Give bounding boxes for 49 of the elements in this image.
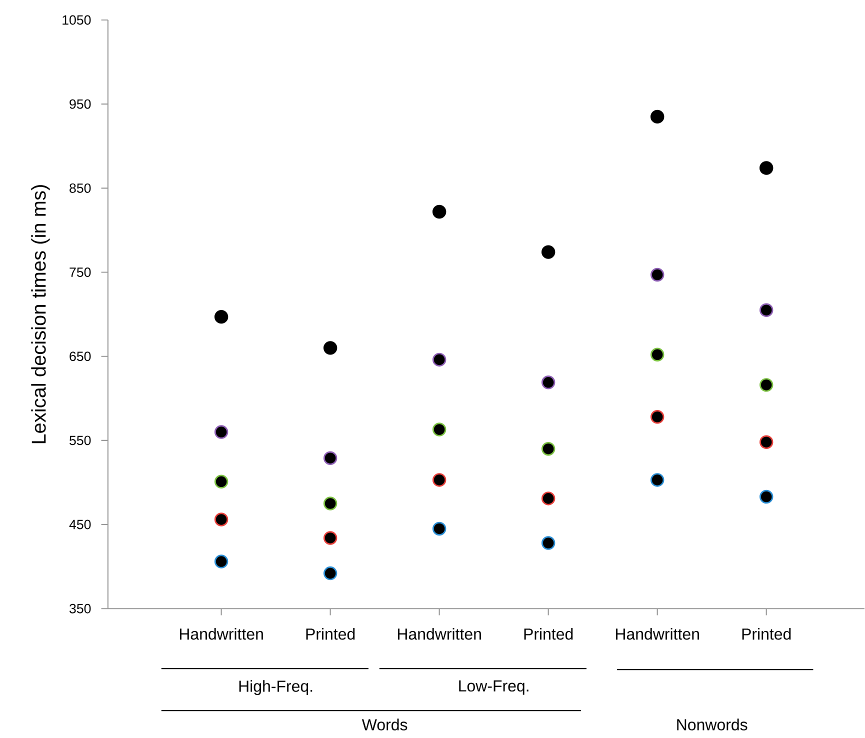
point bbox=[323, 496, 338, 511]
point bbox=[650, 268, 664, 282]
point bbox=[323, 341, 338, 356]
point bbox=[650, 348, 664, 362]
text: High-Freq. bbox=[239, 680, 312, 696]
y-tick-label: 850 bbox=[70, 184, 91, 194]
point bbox=[759, 378, 774, 392]
y-tick-label: 450 bbox=[69, 520, 91, 530]
point bbox=[214, 310, 228, 324]
text: Nonwords bbox=[677, 718, 748, 731]
text: Low-Freq. bbox=[459, 680, 528, 695]
y-tick-label: 650 bbox=[70, 352, 91, 362]
point bbox=[650, 473, 664, 488]
point bbox=[323, 451, 338, 466]
point bbox=[214, 475, 228, 489]
point bbox=[432, 522, 446, 536]
point bbox=[541, 245, 556, 260]
point bbox=[323, 566, 338, 580]
point bbox=[759, 161, 774, 176]
y-axis-title: Lexical decision times (in ms) bbox=[31, 185, 50, 444]
point bbox=[214, 554, 228, 569]
point bbox=[432, 353, 446, 367]
point bbox=[432, 422, 446, 437]
x-tick-label: Handwritten bbox=[398, 628, 481, 640]
point bbox=[650, 410, 664, 424]
point bbox=[759, 435, 774, 450]
x-tick-label: Handwritten bbox=[616, 628, 699, 640]
point bbox=[214, 512, 228, 527]
point bbox=[432, 205, 446, 219]
y-tick-label: 750 bbox=[70, 268, 91, 278]
point bbox=[541, 442, 556, 456]
y-tick-label: 350 bbox=[70, 604, 91, 614]
point bbox=[432, 473, 446, 488]
text: Words bbox=[362, 718, 408, 731]
y-tick-label: 950 bbox=[70, 100, 91, 110]
y-tick-label: 1050 bbox=[62, 16, 91, 25]
x-tick-label: Handwritten bbox=[180, 628, 263, 640]
point bbox=[214, 425, 228, 440]
point bbox=[650, 110, 664, 124]
point bbox=[541, 376, 556, 390]
x-tick-label: Printed bbox=[524, 628, 573, 640]
y-tick-label: 550 bbox=[70, 436, 91, 446]
x-tick-label: Printed bbox=[742, 628, 791, 640]
point bbox=[759, 303, 774, 318]
point bbox=[323, 531, 338, 546]
point bbox=[541, 492, 556, 506]
point bbox=[759, 490, 774, 504]
point bbox=[541, 536, 556, 550]
x-tick-label: Printed bbox=[306, 628, 355, 640]
